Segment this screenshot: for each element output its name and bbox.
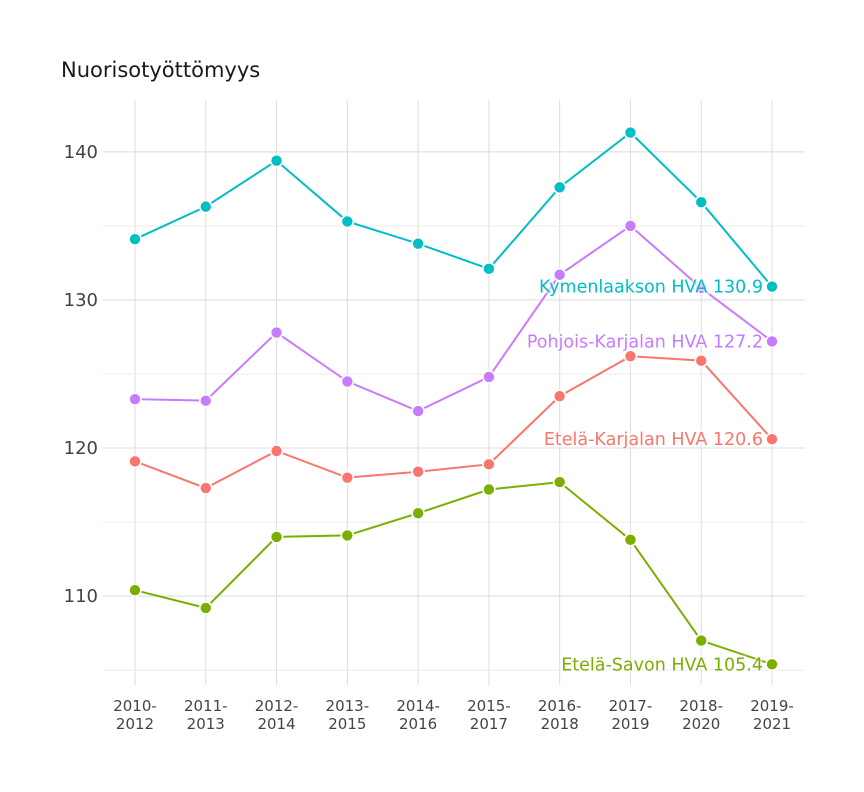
data-point (552, 389, 567, 404)
data-point (340, 470, 355, 485)
series-line (134, 355, 773, 490)
data-point (482, 482, 496, 497)
data-point (482, 262, 496, 276)
data-point (623, 219, 638, 233)
data-point (694, 195, 709, 209)
data-point (269, 325, 284, 340)
chart-title: Nuorisotyöttömyys (61, 58, 260, 82)
data-point (128, 583, 142, 598)
x-tick-label: 2016-2018 (538, 697, 582, 733)
data-point (623, 533, 638, 547)
series-end-label: Etelä-Savon HVA 105.4 (561, 655, 763, 675)
data-point (623, 349, 638, 364)
x-axis: 2010-2012 2011-2013 2012-2014 2013-2015 2014… (113, 697, 794, 733)
data-point (411, 236, 425, 251)
data-point (552, 180, 567, 195)
data-point (128, 232, 142, 247)
data-point (765, 279, 779, 294)
data-point (411, 464, 425, 479)
data-point (128, 392, 142, 406)
series-end-label: Kymenlaakson HVA 130.9 (539, 278, 763, 298)
x-tick-label: 2018-2020 (679, 697, 723, 733)
data-point (411, 404, 425, 418)
y-tick-label: 130 (64, 290, 98, 311)
data-point (765, 432, 779, 446)
data-point (269, 530, 284, 544)
data-point (340, 374, 355, 389)
data-point (198, 393, 213, 408)
x-tick-label: 2010-2012 (113, 697, 157, 733)
data-point (623, 125, 638, 140)
data-point (552, 475, 567, 489)
x-tick-label: 2017-2019 (609, 697, 653, 733)
grid (103, 100, 805, 685)
x-tick-label: 2014-2016 (396, 697, 440, 733)
series-line (134, 131, 773, 288)
data-point (765, 334, 779, 349)
data-point (340, 528, 355, 543)
y-tick-label: 120 (64, 438, 98, 459)
data-point (765, 657, 779, 672)
data-point (128, 454, 142, 469)
data-point (269, 153, 284, 168)
data-point (269, 444, 284, 458)
series-labels: Kymenlaakson HVA 130.9 Pohjois-Karjalan H… (525, 276, 765, 678)
data-point (552, 267, 567, 282)
data-point (694, 633, 709, 648)
data-point (198, 601, 213, 615)
data-point (198, 199, 213, 214)
data-point (340, 214, 355, 229)
x-tick-label: 2019-2021 (750, 697, 794, 733)
x-tick-label: 2012-2014 (255, 697, 299, 733)
series-end-label: Pohjois-Karjalan HVA 127.2 (527, 332, 763, 352)
data-point (411, 506, 425, 521)
series-end-label: Etelä-Karjalan HVA 120.6 (544, 430, 763, 450)
x-tick-label: 2015-2017 (467, 697, 511, 733)
data-point (198, 481, 213, 495)
data-point (694, 281, 709, 295)
data-point (482, 457, 496, 472)
series-line (134, 224, 773, 413)
y-tick-label: 110 (64, 586, 98, 607)
data-point (694, 353, 709, 368)
y-tick-label: 140 (64, 142, 98, 163)
y-axis: 110 120 130 140 (64, 142, 98, 607)
series-line (134, 481, 773, 666)
series-group (128, 125, 779, 672)
x-tick-label: 2013-2015 (326, 697, 370, 733)
data-point (482, 370, 496, 384)
x-tick-label: 2011-2013 (184, 697, 228, 733)
